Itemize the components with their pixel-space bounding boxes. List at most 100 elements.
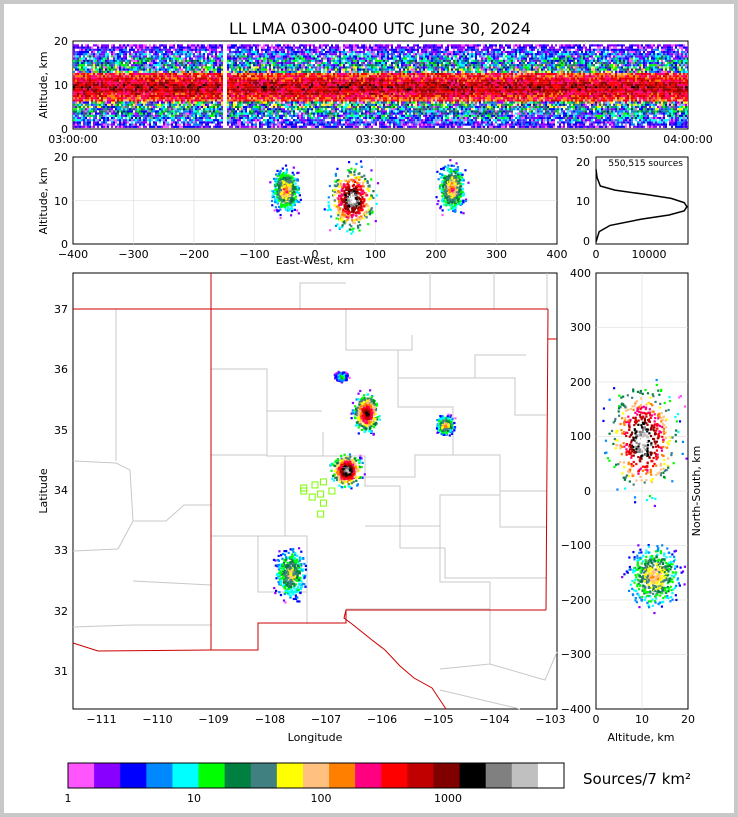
density-cell: [169, 79, 171, 82]
density-cell: [293, 57, 295, 60]
density-cell: [227, 75, 229, 78]
density-cell: [253, 108, 255, 111]
density-cell: [241, 112, 243, 115]
density-cell: [153, 110, 155, 113]
density-cell: [315, 61, 317, 65]
density-cell: [227, 57, 229, 60]
density-cell: [189, 83, 191, 87]
density-cell: [171, 72, 173, 76]
density-cell: [133, 44, 135, 47]
density-cell: [299, 92, 301, 95]
density-cell: [313, 90, 315, 93]
density-cell: [77, 77, 79, 80]
density-cell: [229, 77, 231, 80]
density-cell: [155, 99, 157, 102]
density-cell: [191, 81, 193, 84]
density-cell: [151, 110, 153, 113]
density-cell: [127, 110, 129, 113]
density-cell: [89, 103, 91, 106]
density-cell: [157, 61, 159, 65]
density-cell: [231, 75, 233, 78]
density-cell: [151, 119, 153, 122]
density-cell: [291, 125, 293, 128]
density-cell: [77, 99, 79, 102]
density-cell: [287, 68, 289, 71]
density-cell: [183, 70, 185, 73]
density-cell: [151, 125, 153, 128]
density-cell: [231, 77, 233, 80]
density-cell: [141, 110, 143, 113]
density-cell: [329, 81, 331, 84]
density-cell: [179, 83, 181, 87]
density-cell: [123, 92, 125, 95]
density-cell: [211, 103, 213, 106]
density-cell: [159, 77, 161, 80]
density-cell: [263, 105, 265, 109]
density-cell: [217, 86, 219, 89]
density-cell: [269, 50, 271, 54]
density-cell: [323, 81, 325, 84]
density-cell: [245, 61, 247, 65]
density-cell: [125, 99, 127, 102]
density-cell: [115, 79, 117, 82]
density-cell: [73, 119, 75, 122]
density-cell: [171, 110, 173, 113]
density-cell: [139, 44, 141, 47]
density-cell: [269, 66, 271, 69]
density-cell: [233, 61, 235, 65]
density-cell: [245, 72, 247, 76]
density-cell: [177, 99, 179, 102]
density-cell: [271, 72, 273, 76]
density-cell: [195, 97, 197, 100]
density-cell: [189, 114, 191, 117]
density-cell: [233, 121, 235, 124]
density-cell: [127, 59, 129, 62]
density-cell: [213, 68, 215, 71]
density-cell: [79, 72, 81, 76]
density-cell: [79, 112, 81, 115]
density-cell: [145, 64, 147, 67]
density-cell: [169, 48, 171, 51]
density-cell: [327, 50, 329, 54]
density-cell: [121, 57, 123, 60]
density-cell: [335, 86, 337, 89]
density-cell: [125, 108, 127, 111]
density-cell: [157, 119, 159, 122]
density-cell: [107, 61, 109, 65]
density-cell: [229, 64, 231, 67]
density-cell: [355, 112, 357, 115]
density-cell: [281, 92, 283, 95]
density-cell: [211, 64, 213, 67]
density-cell: [337, 44, 339, 47]
density-cell: [115, 110, 117, 113]
density-cell: [277, 46, 279, 49]
density-cell: [91, 110, 93, 113]
density-cell: [81, 86, 83, 89]
density-cell: [259, 90, 261, 93]
density-cell: [123, 70, 125, 73]
density-cell: [153, 59, 155, 62]
density-cell: [171, 123, 173, 126]
density-cell: [269, 90, 271, 93]
density-cell: [111, 116, 113, 120]
density-cell: [165, 46, 167, 49]
density-cell: [273, 121, 275, 124]
density-cell: [113, 83, 115, 87]
density-cell: [323, 92, 325, 95]
density-cell: [195, 108, 197, 111]
density-cell: [207, 48, 209, 51]
density-cell: [213, 61, 215, 65]
density-cell: [213, 94, 215, 98]
density-cell: [293, 68, 295, 71]
density-cell: [145, 121, 147, 124]
density-cell: [251, 83, 253, 87]
density-cell: [151, 50, 153, 54]
density-cell: [353, 110, 355, 113]
density-cell: [109, 64, 111, 67]
density-cell: [309, 116, 311, 120]
density-cell: [95, 110, 97, 113]
density-cell: [325, 123, 327, 126]
density-cell: [133, 57, 135, 60]
density-cell: [95, 99, 97, 102]
density-cell: [297, 46, 299, 49]
